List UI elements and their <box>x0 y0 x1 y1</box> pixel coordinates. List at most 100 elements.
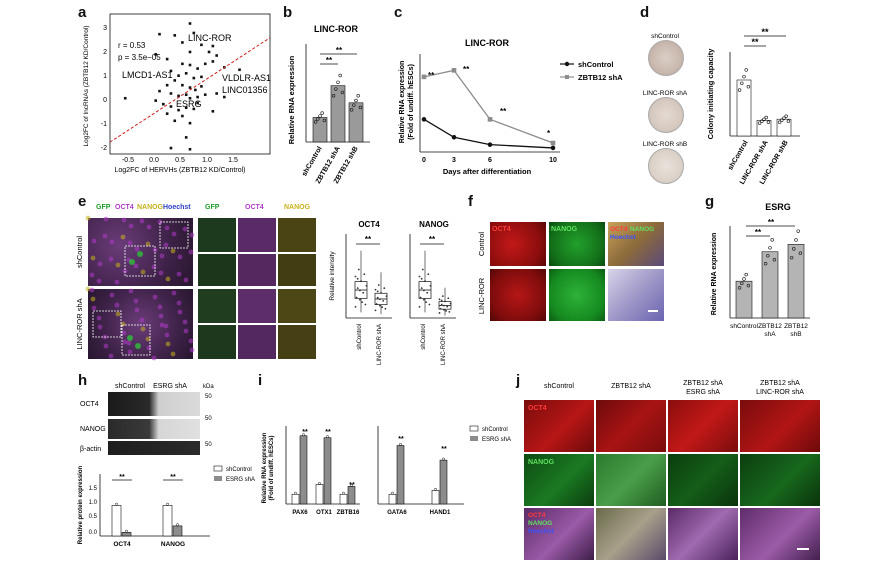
image-control-merge <box>608 222 664 266</box>
regression-line <box>109 37 271 143</box>
data-point <box>354 305 357 308</box>
bar <box>330 85 346 143</box>
cell-nucleus <box>159 322 165 328</box>
legend-item: ESRG shA <box>482 437 511 443</box>
data-point <box>445 309 447 312</box>
image-j-merge-4 <box>740 508 820 560</box>
col-label: ZBTB12 shA <box>760 380 800 387</box>
series-marker <box>451 135 457 140</box>
data-point <box>796 229 800 233</box>
data-point <box>380 292 382 294</box>
plate-label: shControl <box>651 33 679 40</box>
cell-nucleus <box>145 241 151 247</box>
data-point <box>425 301 427 304</box>
col-label: NANOG <box>551 226 578 233</box>
scatter-point <box>158 89 161 93</box>
scatter-point <box>184 93 188 96</box>
plate-label: LINC-ROR shA <box>643 90 688 97</box>
scatter-point <box>169 105 173 108</box>
scatter-point <box>154 99 158 102</box>
data-point <box>342 491 345 495</box>
data-point <box>357 268 360 271</box>
panel-letter-c: c <box>394 4 403 21</box>
data-point <box>438 312 441 314</box>
image-control-oct4 <box>490 222 546 266</box>
sig-mark: ** <box>365 235 372 244</box>
legend-item: ESRG shA <box>226 477 255 483</box>
cell-nucleus <box>182 319 188 325</box>
xtick: 10 <box>549 157 557 164</box>
data-point <box>175 523 180 527</box>
scatter-point <box>181 83 184 87</box>
cell-nucleus <box>127 349 133 355</box>
data-point <box>798 251 803 255</box>
data-point <box>376 290 379 293</box>
cell-nucleus <box>108 256 114 262</box>
row-label: NANOG <box>528 459 555 466</box>
cell-nucleus <box>91 305 97 311</box>
blot-oct4 <box>108 392 200 416</box>
scatter-point <box>200 85 203 88</box>
cell-nucleus <box>182 226 188 232</box>
label-esrg: ESRG <box>176 99 202 109</box>
cell-nucleus <box>188 249 194 255</box>
panel-letter-j: j <box>516 372 521 389</box>
scatter-point <box>173 119 177 123</box>
zoom-gfp-1 <box>198 218 236 252</box>
cell-nucleus <box>122 339 128 345</box>
scatter-point <box>169 69 173 73</box>
sig-mark: ** <box>500 107 507 116</box>
y-axis-label: Relative RNA expression <box>287 55 296 144</box>
zoom-col-nanog: NANOG <box>284 204 311 211</box>
sig-mark: ** <box>428 71 435 80</box>
axes-frame <box>109 13 271 155</box>
zoom-oct4-4 <box>238 325 276 359</box>
cell-nucleus <box>183 328 189 334</box>
zoom-oct4-2 <box>238 254 276 286</box>
legend-item: shControl <box>226 467 252 473</box>
bar <box>736 79 752 137</box>
scatter-point <box>188 96 192 100</box>
data-point <box>354 275 357 278</box>
cell-nucleus <box>90 296 96 302</box>
data-point <box>784 114 788 118</box>
label-vldlr: VLDLR-AS1 <box>222 73 271 83</box>
series-marker <box>550 145 556 151</box>
cell-nucleus <box>171 290 177 296</box>
cell-nucleus <box>91 238 97 244</box>
xtick: 1.0 <box>202 157 212 164</box>
kda-mark: 50 <box>205 416 212 422</box>
data-point <box>441 295 444 298</box>
cell-nucleus <box>121 330 127 336</box>
blot-col-label: shControl <box>115 383 145 390</box>
chart-title: ESRG <box>765 202 791 212</box>
tick-label: LINC-ROR shA <box>441 324 447 365</box>
sig-mark: ** <box>761 27 769 37</box>
image-j-nanog-1 <box>524 454 594 506</box>
scatter-point <box>222 95 226 99</box>
cell-nucleus <box>164 332 170 338</box>
data-point <box>789 255 794 260</box>
panel-letter-g: g <box>705 193 715 210</box>
data-point <box>355 296 358 299</box>
data-point <box>737 88 742 92</box>
ytick: 1.5 <box>89 486 98 492</box>
cell-nucleus <box>109 292 115 298</box>
data-point <box>418 275 421 278</box>
data-point <box>444 300 446 303</box>
data-point <box>449 302 452 305</box>
blot-row-label: β-actin <box>80 446 101 453</box>
cell-nucleus <box>151 355 157 361</box>
blot-beta-actin <box>108 441 200 455</box>
data-point <box>376 296 379 299</box>
data-point <box>384 307 387 310</box>
data-point <box>763 261 768 266</box>
zoom-nanog-3 <box>278 289 316 323</box>
col-label: Hoechst <box>610 234 636 241</box>
data-point <box>114 502 119 506</box>
cell-nucleus <box>163 323 169 329</box>
zoom-nanog-4 <box>278 325 316 359</box>
cell-nucleus <box>133 263 139 269</box>
